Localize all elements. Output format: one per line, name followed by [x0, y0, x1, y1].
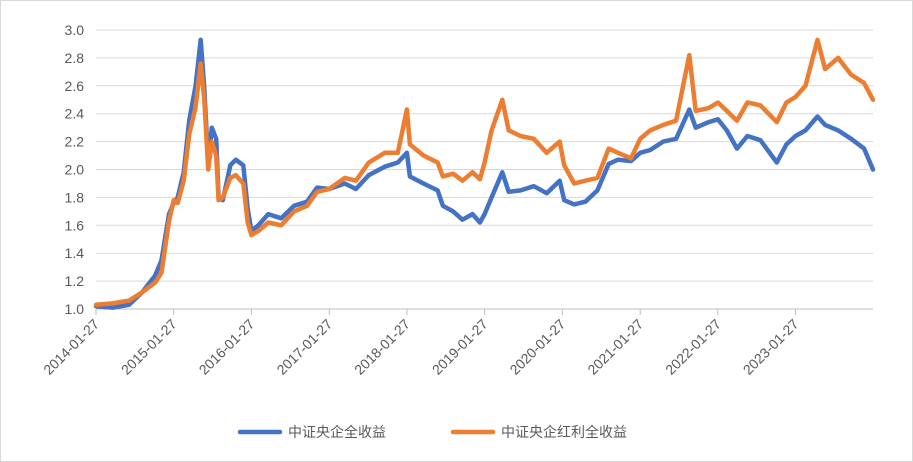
x-tick-label: 2015-01-27	[118, 316, 180, 378]
x-tick-label: 2017-01-27	[273, 316, 335, 378]
y-tick-label: 1.0	[65, 301, 85, 317]
y-tick-label: 2.4	[65, 106, 85, 122]
y-tick-label: 2.6	[65, 78, 85, 94]
x-tick-label: 2014-01-27	[40, 316, 102, 378]
series-layer	[93, 37, 876, 310]
y-tick-label: 2.8	[65, 50, 85, 66]
y-tick-label: 1.4	[65, 245, 85, 261]
series-line-1	[93, 37, 876, 310]
x-tick-label: 2020-01-27	[506, 316, 568, 378]
y-tick-label: 1.8	[65, 189, 85, 205]
x-axis: 2014-01-27 2015-01-27 2016-01-27 2017-01-27…	[40, 308, 873, 378]
y-axis-ticks: 1.0 1.2 1.4 1.6 1.8 2.0 2.2 2.4 2.6 2.8 3.0	[65, 22, 85, 317]
series-line-2	[93, 37, 876, 308]
x-tick-label: 2021-01-27	[584, 316, 646, 378]
legend-label: 中证央企红利全收益	[501, 424, 627, 441]
x-tick-label: 2019-01-27	[429, 316, 491, 378]
legend: 中证央企全收益 中证央企红利全收益	[237, 424, 627, 441]
y-tick-label: 2.0	[65, 162, 85, 178]
y-tick-label: 1.6	[65, 217, 85, 233]
legend-label: 中证央企全收益	[288, 424, 386, 441]
x-tick-label: 2022-01-27	[662, 316, 724, 378]
x-tick-label: 2016-01-27	[196, 316, 258, 378]
x-tick-label: 2023-01-27	[740, 316, 802, 378]
y-tick-label: 1.2	[65, 273, 85, 289]
y-tick-label: 3.0	[65, 22, 85, 38]
y-tick-label: 2.2	[65, 134, 85, 150]
x-tick-label: 2018-01-27	[351, 316, 413, 378]
